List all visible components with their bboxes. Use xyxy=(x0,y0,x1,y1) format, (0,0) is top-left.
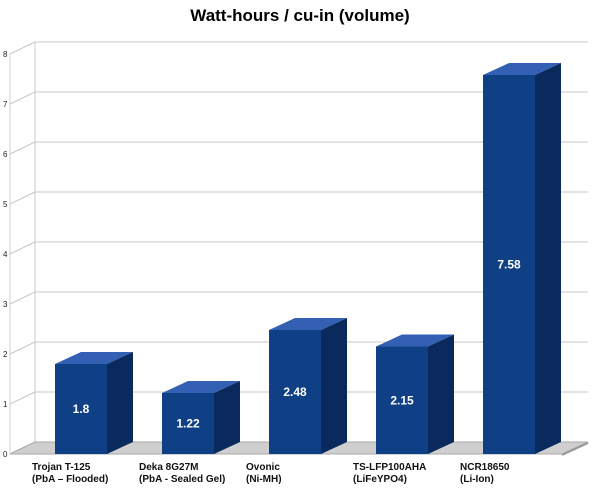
gridline-side-7 xyxy=(9,91,36,105)
bar-side xyxy=(535,63,561,454)
bar-front xyxy=(483,75,535,454)
gridline-side-4 xyxy=(9,241,36,255)
data-label: 2.48 xyxy=(283,385,307,399)
bar-side xyxy=(107,352,133,454)
y-tick-label: 1 xyxy=(3,400,8,409)
y-tick-label: 5 xyxy=(3,200,8,209)
data-label: 7.58 xyxy=(497,258,521,272)
y-tick-label: 3 xyxy=(3,300,8,309)
gridline-side-6 xyxy=(9,141,36,155)
bar-front xyxy=(162,393,214,454)
bar-0: 1.8 xyxy=(55,352,133,454)
category-label: Trojan T-125 (PbA – Flooded) xyxy=(32,462,108,485)
data-label: 1.22 xyxy=(176,417,200,431)
gridline-side-1 xyxy=(9,391,36,405)
gridline-side-5 xyxy=(9,191,36,205)
y-tick-label: 4 xyxy=(3,250,8,259)
gridline-side-2 xyxy=(9,341,36,355)
bar-front xyxy=(55,364,107,454)
gridline-side-8 xyxy=(9,41,36,55)
gridline-side-3 xyxy=(9,291,36,305)
bar-front xyxy=(376,346,428,454)
y-tick-label: 0 xyxy=(3,450,8,459)
bar-4: 7.58 xyxy=(483,63,561,454)
bar-3: 2.15 xyxy=(376,334,454,454)
category-labels: Trojan T-125 (PbA – Flooded) Deka 8G27M (Pb… xyxy=(32,462,510,485)
y-axis: 0 1 2 3 4 5 6 7 8 xyxy=(3,50,11,459)
category-label: NCR18650 (Li-Ion) xyxy=(460,462,510,485)
category-label: TS-LFP100AHA (LiFeYPO4) xyxy=(353,462,426,485)
bar-side xyxy=(428,334,454,454)
y-tick-label: 8 xyxy=(3,50,8,59)
bar-2: 2.48 xyxy=(269,318,347,454)
bar-1: 1.22 xyxy=(162,381,240,454)
data-label: 1.8 xyxy=(73,402,90,416)
y-tick-label: 7 xyxy=(3,100,8,109)
bar-side xyxy=(214,381,240,454)
category-label: Deka 8G27M (PbA - Sealed Gel) xyxy=(139,462,225,485)
category-label: Ovonic (Ni-MH) xyxy=(246,462,282,485)
bars: 1.8 1.22 2.48 2.15 7.58 xyxy=(55,63,561,454)
y-tick-label: 6 xyxy=(3,150,8,159)
y-tick-label: 2 xyxy=(3,350,8,359)
floor-edge xyxy=(561,442,589,456)
bar-front xyxy=(269,330,321,454)
data-label: 2.15 xyxy=(390,393,414,407)
chart-title: Watt-hours / cu-in (volume) xyxy=(190,6,410,25)
bar-side xyxy=(321,318,347,454)
